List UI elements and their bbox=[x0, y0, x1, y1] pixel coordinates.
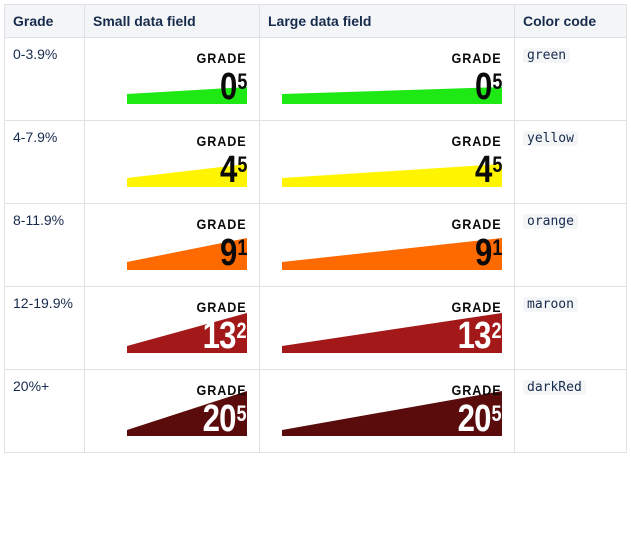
color-code-cell: green bbox=[515, 38, 627, 121]
grade-label: GRADE bbox=[197, 216, 247, 232]
grade-range: 4-7.9% bbox=[5, 121, 85, 204]
header-row: Grade Small data field Large data field … bbox=[5, 5, 627, 38]
large-field-cell: GRADE 91 bbox=[260, 204, 515, 287]
grade-number: 45 bbox=[220, 154, 247, 186]
grade-widget-small: GRADE 132 bbox=[127, 299, 247, 353]
small-field-cell: GRADE 91 bbox=[85, 204, 260, 287]
header-small: Small data field bbox=[85, 5, 260, 38]
grade-number: 91 bbox=[475, 237, 502, 269]
grade-widget-large: GRADE 45 bbox=[282, 133, 502, 187]
grade-number: 205 bbox=[458, 403, 502, 435]
grade-widget-large: GRADE 205 bbox=[282, 382, 502, 436]
grade-label: GRADE bbox=[197, 299, 247, 315]
grade-widget-large: GRADE 132 bbox=[282, 299, 502, 353]
grade-number: 45 bbox=[475, 154, 502, 186]
grade-widget-large: GRADE 05 bbox=[282, 50, 502, 104]
grade-number: 91 bbox=[220, 237, 247, 269]
grade-range: 0-3.9% bbox=[5, 38, 85, 121]
grade-table: Grade Small data field Large data field … bbox=[4, 4, 627, 453]
grade-range: 8-11.9% bbox=[5, 204, 85, 287]
table-row: 8-11.9% GRADE 91 GRADE 91 orange bbox=[5, 204, 627, 287]
grade-number: 132 bbox=[203, 320, 247, 352]
color-code: darkRed bbox=[523, 380, 586, 395]
grade-label: GRADE bbox=[452, 50, 502, 66]
large-field-cell: GRADE 205 bbox=[260, 370, 515, 453]
grade-widget-small: GRADE 91 bbox=[127, 216, 247, 270]
grade-label: GRADE bbox=[452, 216, 502, 232]
table-row: 20%+ GRADE 205 GRADE 205 darkRed bbox=[5, 370, 627, 453]
color-code: green bbox=[523, 48, 570, 63]
table-row: 4-7.9% GRADE 45 GRADE 45 yellow bbox=[5, 121, 627, 204]
grade-widget-small: GRADE 05 bbox=[127, 50, 247, 104]
table-row: 12-19.9% GRADE 132 GRADE 132 maroon bbox=[5, 287, 627, 370]
color-code: yellow bbox=[523, 131, 578, 146]
large-field-cell: GRADE 45 bbox=[260, 121, 515, 204]
header-code: Color code bbox=[515, 5, 627, 38]
small-field-cell: GRADE 45 bbox=[85, 121, 260, 204]
grade-widget-small: GRADE 45 bbox=[127, 133, 247, 187]
grade-number: 05 bbox=[220, 71, 247, 103]
grade-label: GRADE bbox=[197, 382, 247, 398]
grade-range: 12-19.9% bbox=[5, 287, 85, 370]
grade-label: GRADE bbox=[452, 133, 502, 149]
color-code: orange bbox=[523, 214, 578, 229]
color-code-cell: maroon bbox=[515, 287, 627, 370]
header-grade: Grade bbox=[5, 5, 85, 38]
table-row: 0-3.9% GRADE 05 GRADE 05 green bbox=[5, 38, 627, 121]
grade-range: 20%+ bbox=[5, 370, 85, 453]
grade-number: 205 bbox=[203, 403, 247, 435]
grade-label: GRADE bbox=[452, 382, 502, 398]
large-field-cell: GRADE 132 bbox=[260, 287, 515, 370]
color-code: maroon bbox=[523, 297, 578, 312]
large-field-cell: GRADE 05 bbox=[260, 38, 515, 121]
color-code-cell: darkRed bbox=[515, 370, 627, 453]
grade-number: 05 bbox=[475, 71, 502, 103]
grade-label: GRADE bbox=[452, 299, 502, 315]
small-field-cell: GRADE 132 bbox=[85, 287, 260, 370]
small-field-cell: GRADE 05 bbox=[85, 38, 260, 121]
color-code-cell: orange bbox=[515, 204, 627, 287]
grade-widget-large: GRADE 91 bbox=[282, 216, 502, 270]
color-code-cell: yellow bbox=[515, 121, 627, 204]
grade-widget-small: GRADE 205 bbox=[127, 382, 247, 436]
grade-label: GRADE bbox=[197, 50, 247, 66]
small-field-cell: GRADE 205 bbox=[85, 370, 260, 453]
header-large: Large data field bbox=[260, 5, 515, 38]
grade-label: GRADE bbox=[197, 133, 247, 149]
grade-number: 132 bbox=[458, 320, 502, 352]
